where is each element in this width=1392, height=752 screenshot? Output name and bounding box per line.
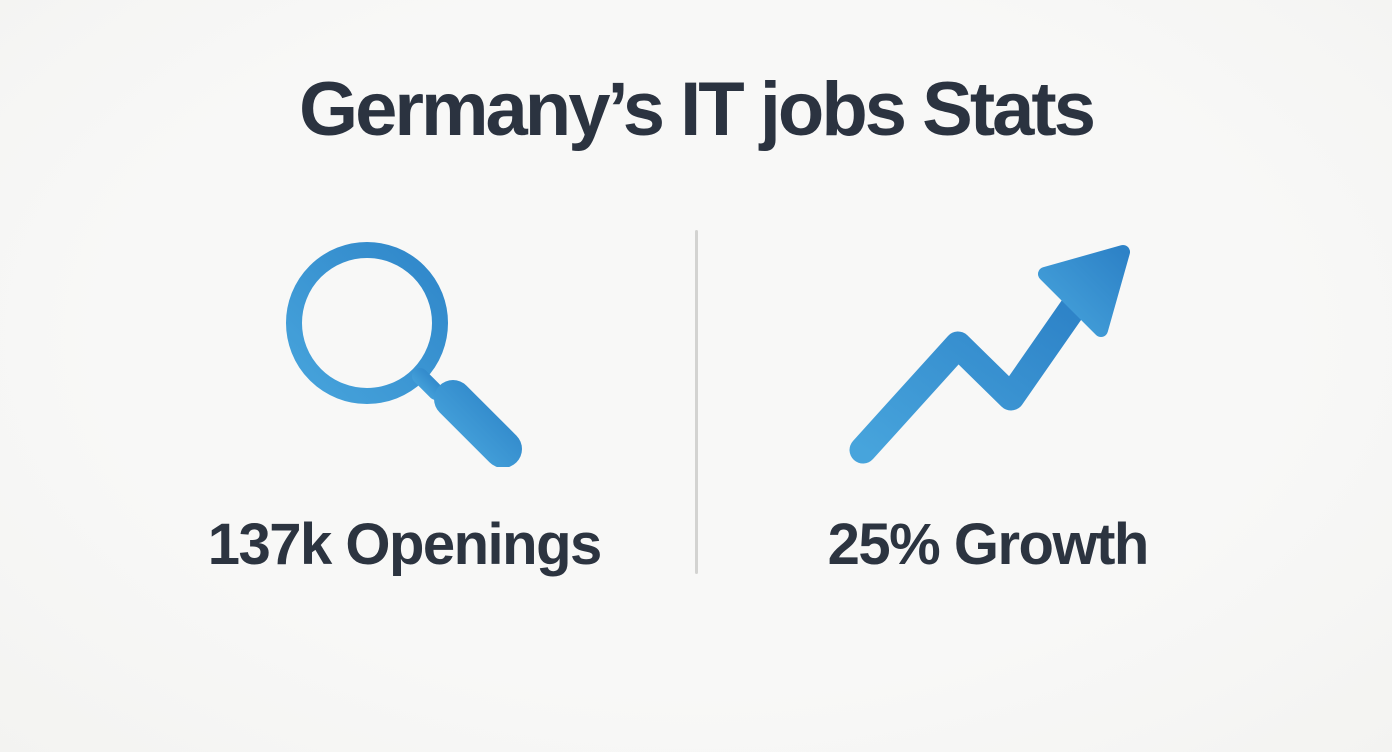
stat-label-openings: 137k Openings bbox=[207, 512, 603, 577]
vertical-divider bbox=[694, 230, 698, 574]
page-title: Germany’s IT jobs Stats bbox=[298, 67, 1096, 152]
stat-card-growth: 25% Growth bbox=[700, 230, 1277, 574]
stat-card-openings: 137k Openings bbox=[116, 230, 693, 574]
stats-row: 137k Openings 25% Growth bbox=[116, 230, 1276, 574]
trend-up-arrow-icon bbox=[838, 230, 1138, 468]
magnifying-glass-icon bbox=[279, 230, 529, 468]
stat-label-growth: 25% Growth bbox=[827, 512, 1150, 577]
